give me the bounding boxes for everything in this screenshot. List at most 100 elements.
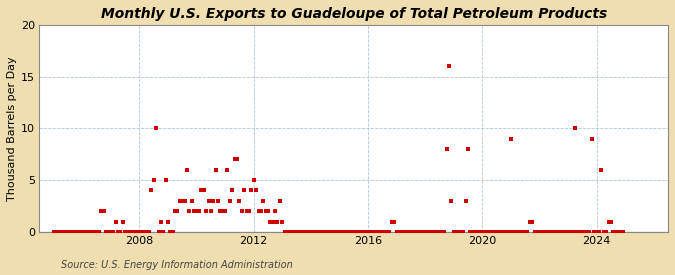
Point	[296, 230, 307, 234]
Point	[425, 230, 435, 234]
Point	[479, 230, 490, 234]
Point	[315, 230, 326, 234]
Point	[432, 230, 443, 234]
Point	[246, 188, 256, 193]
Point	[336, 230, 347, 234]
Point	[84, 230, 95, 234]
Point	[618, 230, 628, 234]
Point	[527, 219, 538, 224]
Point	[205, 209, 216, 213]
Point	[96, 209, 107, 213]
Point	[384, 230, 395, 234]
Point	[153, 230, 164, 234]
Point	[169, 209, 180, 213]
Point	[255, 209, 266, 213]
Point	[472, 230, 483, 234]
Point	[119, 230, 130, 234]
Point	[160, 178, 171, 182]
Point	[579, 230, 590, 234]
Point	[327, 230, 338, 234]
Point	[487, 230, 497, 234]
Point	[144, 230, 155, 234]
Point	[320, 230, 331, 234]
Point	[175, 199, 186, 203]
Point	[146, 188, 157, 193]
Point	[468, 230, 479, 234]
Point	[58, 230, 69, 234]
Point	[503, 230, 514, 234]
Point	[151, 126, 161, 131]
Point	[110, 219, 121, 224]
Point	[272, 219, 283, 224]
Point	[172, 209, 183, 213]
Point	[277, 219, 288, 224]
Point	[415, 230, 426, 234]
Point	[248, 178, 259, 182]
Point	[439, 230, 450, 234]
Point	[177, 199, 188, 203]
Point	[317, 230, 328, 234]
Point	[196, 188, 207, 193]
Point	[477, 230, 488, 234]
Point	[462, 147, 473, 151]
Point	[165, 230, 176, 234]
Point	[310, 230, 321, 234]
Point	[163, 219, 173, 224]
Point	[101, 230, 111, 234]
Point	[244, 209, 254, 213]
Point	[429, 230, 440, 234]
Point	[353, 230, 364, 234]
Point	[456, 230, 466, 234]
Point	[560, 230, 571, 234]
Point	[189, 209, 200, 213]
Point	[610, 230, 621, 234]
Point	[141, 230, 152, 234]
Point	[572, 230, 583, 234]
Point	[258, 199, 269, 203]
Point	[482, 230, 493, 234]
Point	[344, 230, 354, 234]
Point	[348, 230, 359, 234]
Point	[362, 230, 373, 234]
Point	[520, 230, 531, 234]
Point	[446, 199, 457, 203]
Point	[436, 230, 447, 234]
Point	[403, 230, 414, 234]
Point	[410, 230, 421, 234]
Point	[294, 230, 304, 234]
Point	[79, 230, 90, 234]
Point	[63, 230, 74, 234]
Point	[577, 230, 588, 234]
Point	[132, 230, 142, 234]
Point	[582, 230, 593, 234]
Point	[537, 230, 547, 234]
Point	[392, 230, 402, 234]
Point	[512, 230, 523, 234]
Point	[448, 230, 459, 234]
Point	[167, 230, 178, 234]
Point	[458, 230, 468, 234]
Point	[587, 137, 597, 141]
Point	[222, 167, 233, 172]
Point	[186, 199, 197, 203]
Point	[412, 230, 423, 234]
Point	[261, 209, 271, 213]
Point	[360, 230, 371, 234]
Point	[203, 199, 214, 203]
Point	[408, 230, 418, 234]
Point	[313, 230, 323, 234]
Point	[603, 219, 614, 224]
Point	[117, 219, 128, 224]
Point	[267, 219, 278, 224]
Point	[275, 199, 286, 203]
Point	[215, 209, 225, 213]
Point	[211, 167, 221, 172]
Point	[225, 199, 236, 203]
Point	[89, 230, 100, 234]
Point	[82, 230, 92, 234]
Point	[322, 230, 333, 234]
Point	[532, 230, 543, 234]
Title: Monthly U.S. Exports to Guadeloupe of Total Petroleum Products: Monthly U.S. Exports to Guadeloupe of To…	[101, 7, 607, 21]
Point	[524, 219, 535, 224]
Point	[325, 230, 335, 234]
